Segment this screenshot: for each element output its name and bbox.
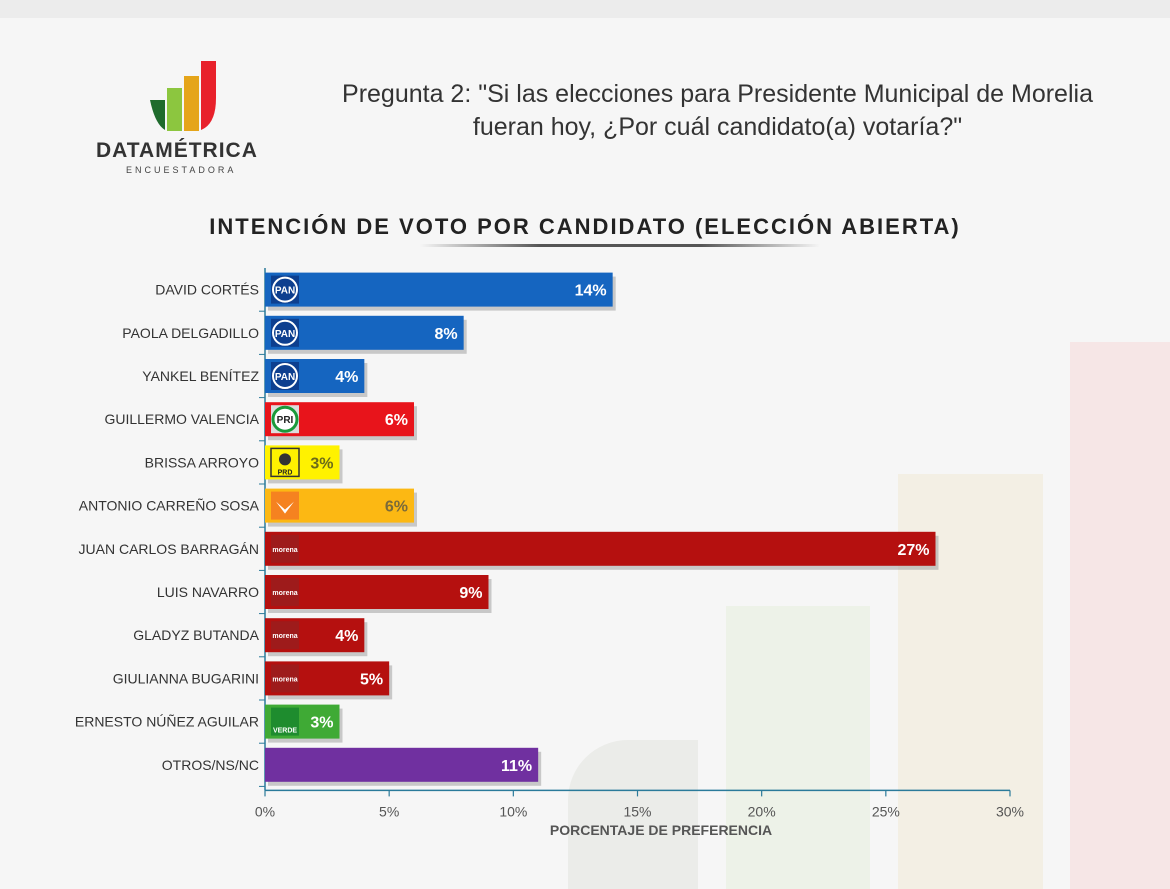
data-label: 9% (459, 585, 482, 602)
category-label: DAVID CORTÉS (155, 282, 259, 298)
category-label: BRISSA ARROYO (145, 454, 259, 470)
pan-logo-icon: PAN (275, 329, 295, 340)
morena-logo-icon (271, 534, 299, 563)
category-label: YANKEL BENÍTEZ (142, 368, 259, 384)
morena-logo-icon: morena (272, 590, 297, 597)
data-label: 14% (575, 283, 607, 300)
x-tick-label: 15% (623, 803, 651, 819)
brand-subtitle: ENCUESTADORA (126, 165, 237, 175)
title-underline (420, 244, 820, 247)
data-label: 6% (385, 499, 408, 516)
category-label: GLADYZ BUTANDA (133, 627, 259, 643)
morena-logo-icon: morena (272, 547, 297, 554)
category-label: GIULIANNA BUGARINI (113, 670, 259, 686)
pan-logo-icon: PAN (275, 286, 295, 297)
pan-logo-icon: PAN (275, 372, 295, 383)
pan-logo-icon (272, 363, 298, 389)
decor-column-green (726, 606, 870, 889)
data-label: 27% (897, 542, 929, 559)
morena-logo-icon (271, 578, 299, 606)
x-tick-label: 30% (996, 803, 1024, 819)
data-label: 8% (435, 326, 458, 343)
datametrica-logo (150, 61, 216, 131)
pri-logo-icon (271, 405, 299, 433)
morena-logo-icon: morena (272, 676, 297, 683)
morena-logo-icon: morena (272, 633, 297, 640)
data-label: 6% (385, 412, 408, 429)
morena-logo-icon (271, 664, 299, 693)
chart-title: INTENCIÓN DE VOTO POR CANDIDATO (ELECCIÓ… (209, 214, 961, 239)
prd-logo-icon (279, 453, 291, 466)
morena-logo-icon (271, 621, 299, 650)
top-bar (0, 0, 1170, 18)
verde-logo-icon (271, 707, 299, 736)
brand-name: DATAMÉTRICA (96, 139, 258, 162)
pan-logo-icon (271, 362, 299, 390)
x-tick-label: 20% (748, 803, 776, 819)
bar (265, 272, 613, 307)
bar (265, 531, 936, 566)
pri-logo-icon: PRI (277, 415, 294, 426)
x-axis-label: PORCENTAJE DE PREFERENCIA (550, 822, 772, 838)
bar (265, 747, 539, 782)
data-label: 11% (501, 758, 532, 775)
decor-column-gray (568, 740, 698, 889)
mc-logo-icon (276, 501, 294, 514)
x-tick-label: 10% (499, 803, 527, 819)
pan-logo-icon (271, 275, 299, 304)
data-label: 4% (335, 628, 358, 645)
x-tick-label: 0% (255, 803, 275, 819)
category-label: PAOLA DELGADILLO (122, 325, 259, 341)
prd-logo-icon: PRD (278, 469, 293, 476)
x-tick-label: 25% (872, 803, 900, 819)
category-label: OTROS/NS/NC (162, 757, 259, 773)
decor-column-pink (1070, 342, 1170, 889)
category-label: ERNESTO NÚÑEZ AGUILAR (75, 714, 259, 730)
data-label: 5% (360, 671, 383, 688)
question-text: Pregunta 2: "Si las elecciones para Pres… (342, 80, 1093, 141)
verde-logo-icon: VERDE (273, 728, 297, 735)
data-label: 3% (310, 455, 333, 472)
x-tick-label: 5% (379, 803, 399, 819)
mc-logo-icon (271, 491, 299, 520)
pan-logo-icon (272, 319, 298, 346)
data-label: 3% (310, 715, 333, 732)
category-label: GUILLERMO VALENCIA (104, 411, 259, 427)
pan-logo-icon (271, 318, 299, 347)
category-label: JUAN CARLOS BARRAGÁN (79, 541, 259, 557)
bar (265, 575, 489, 609)
category-label: LUIS NAVARRO (157, 584, 259, 600)
pan-logo-icon (272, 276, 298, 303)
category-label: ANTONIO CARREÑO SOSA (79, 498, 260, 514)
data-label: 4% (335, 369, 358, 386)
